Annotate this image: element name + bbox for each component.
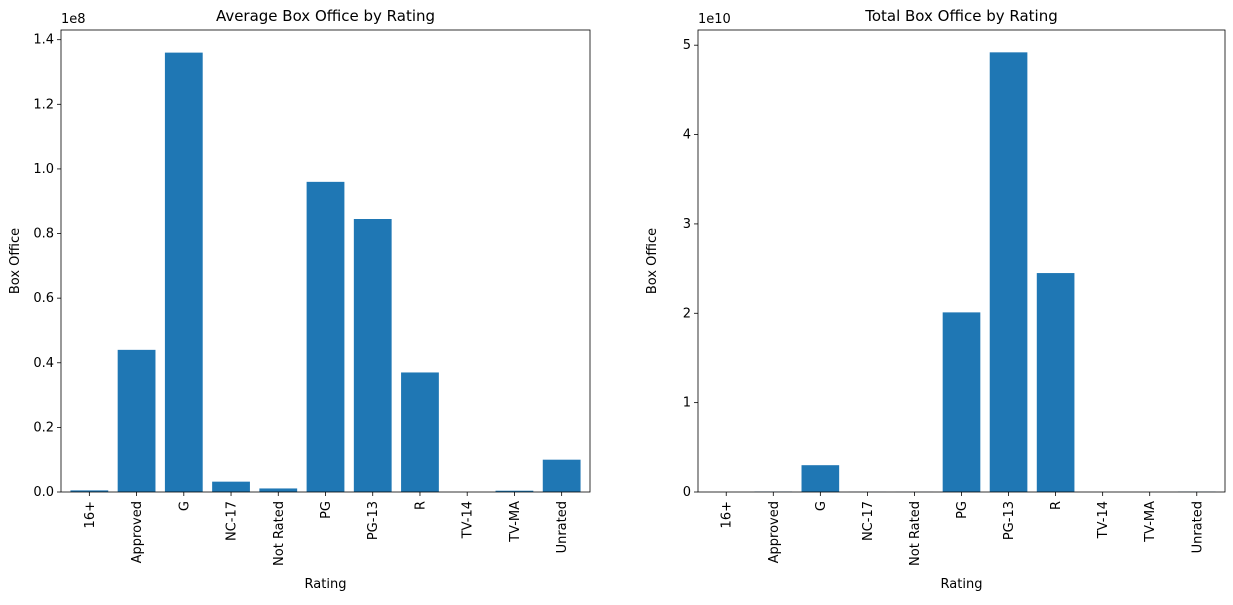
chart-1-ytick-label-2: 2 (683, 306, 691, 321)
chart-1-xtick-label-4: Not Rated (908, 501, 923, 566)
chart-0-xtick-label-0: 16+ (83, 501, 98, 528)
chart-1-xtick-label-6: PG-13 (1002, 501, 1017, 540)
chart-0-xtick-label-2: G (177, 501, 192, 511)
chart-0-xtick-label-7: R (413, 501, 428, 510)
chart-0-ytick-label-1: 0.2 (33, 420, 54, 435)
chart-1-xtick-label-10: Unrated (1190, 501, 1205, 553)
chart-1-xtick-label-1: Approved (767, 501, 782, 563)
chart-1-y-offset-text: 1e10 (698, 12, 731, 27)
chart-0-bar-1 (118, 350, 156, 492)
chart-0-bar-6 (354, 219, 392, 492)
chart-0-ytick-label-2: 0.4 (33, 356, 54, 371)
chart-0-bar-5 (307, 182, 345, 492)
chart-1-xtick-label-9: TV-MA (1143, 501, 1158, 543)
chart-1-xtick-label-3: NC-17 (861, 501, 876, 541)
chart-1-x-axis-label: Rating (941, 577, 983, 592)
chart-0-bar-4 (259, 488, 297, 492)
chart-1-bar-7 (1037, 273, 1075, 492)
chart-1-bar-5 (943, 312, 981, 492)
chart-1-title: Total Box Office by Rating (864, 7, 1058, 25)
chart-0-x-axis-label: Rating (305, 577, 347, 592)
chart-0-xtick-label-3: NC-17 (225, 501, 240, 541)
chart-1-ytick-label-1: 1 (683, 396, 691, 411)
chart-0-bar-7 (401, 372, 439, 492)
chart-0-xtick-label-10: Unrated (555, 501, 570, 553)
chart-0-xtick-label-8: TV-14 (461, 501, 476, 539)
chart-0-xtick-label-5: PG (319, 501, 334, 519)
chart-0-ytick-label-6: 1.2 (33, 97, 54, 112)
chart-1-xtick-label-5: PG (955, 501, 970, 519)
chart-0-bar-3 (212, 482, 250, 492)
chart-0-y-offset-text: 1e8 (61, 12, 86, 27)
chart-average-box-office: 0.0 0.2 0.4 0.6 0.8 1.0 1.2 1.4 16+ Approved G NC-1… (8, 7, 590, 592)
chart-0-title: Average Box Office by Rating (216, 7, 435, 25)
chart-1-ytick-label-0: 0 (683, 485, 691, 500)
chart-0-xtick-label-1: Approved (130, 501, 145, 563)
chart-0-ytick-label-7: 1.4 (33, 33, 54, 48)
chart-1-bar-2 (802, 465, 840, 492)
chart-0-ytick-label-3: 0.6 (33, 291, 54, 306)
chart-1-ytick-label-5: 5 (683, 38, 691, 53)
chart-0-xtick-label-6: PG-13 (366, 501, 381, 540)
chart-1-y-axis-label: Box Office (645, 228, 660, 294)
chart-total-box-office: 0 1 2 3 4 5 16+ Approved G NC-17 Not Rated PG PG-13 R… (645, 7, 1225, 592)
chart-0-bar-2 (165, 53, 203, 492)
chart-0-ytick-label-4: 0.8 (33, 227, 54, 242)
chart-0-ytick-label-0: 0.0 (33, 485, 54, 500)
chart-0-xtick-label-4: Not Rated (272, 501, 287, 566)
chart-1-xtick-label-2: G (814, 501, 829, 511)
chart-0-y-axis-label: Box Office (8, 228, 23, 294)
chart-0-xtick-label-9: TV-MA (508, 501, 523, 543)
chart-1-bar-6 (990, 52, 1028, 492)
chart-1-ytick-label-3: 3 (683, 217, 691, 232)
chart-1-xtick-label-0: 16+ (720, 501, 735, 528)
chart-0-bar-10 (543, 460, 581, 492)
chart-1-ytick-label-4: 4 (683, 128, 691, 143)
chart-1-xtick-label-8: TV-14 (1096, 501, 1111, 539)
chart-0-ytick-label-5: 1.0 (33, 162, 54, 177)
chart-1-xtick-label-7: R (1049, 501, 1064, 510)
